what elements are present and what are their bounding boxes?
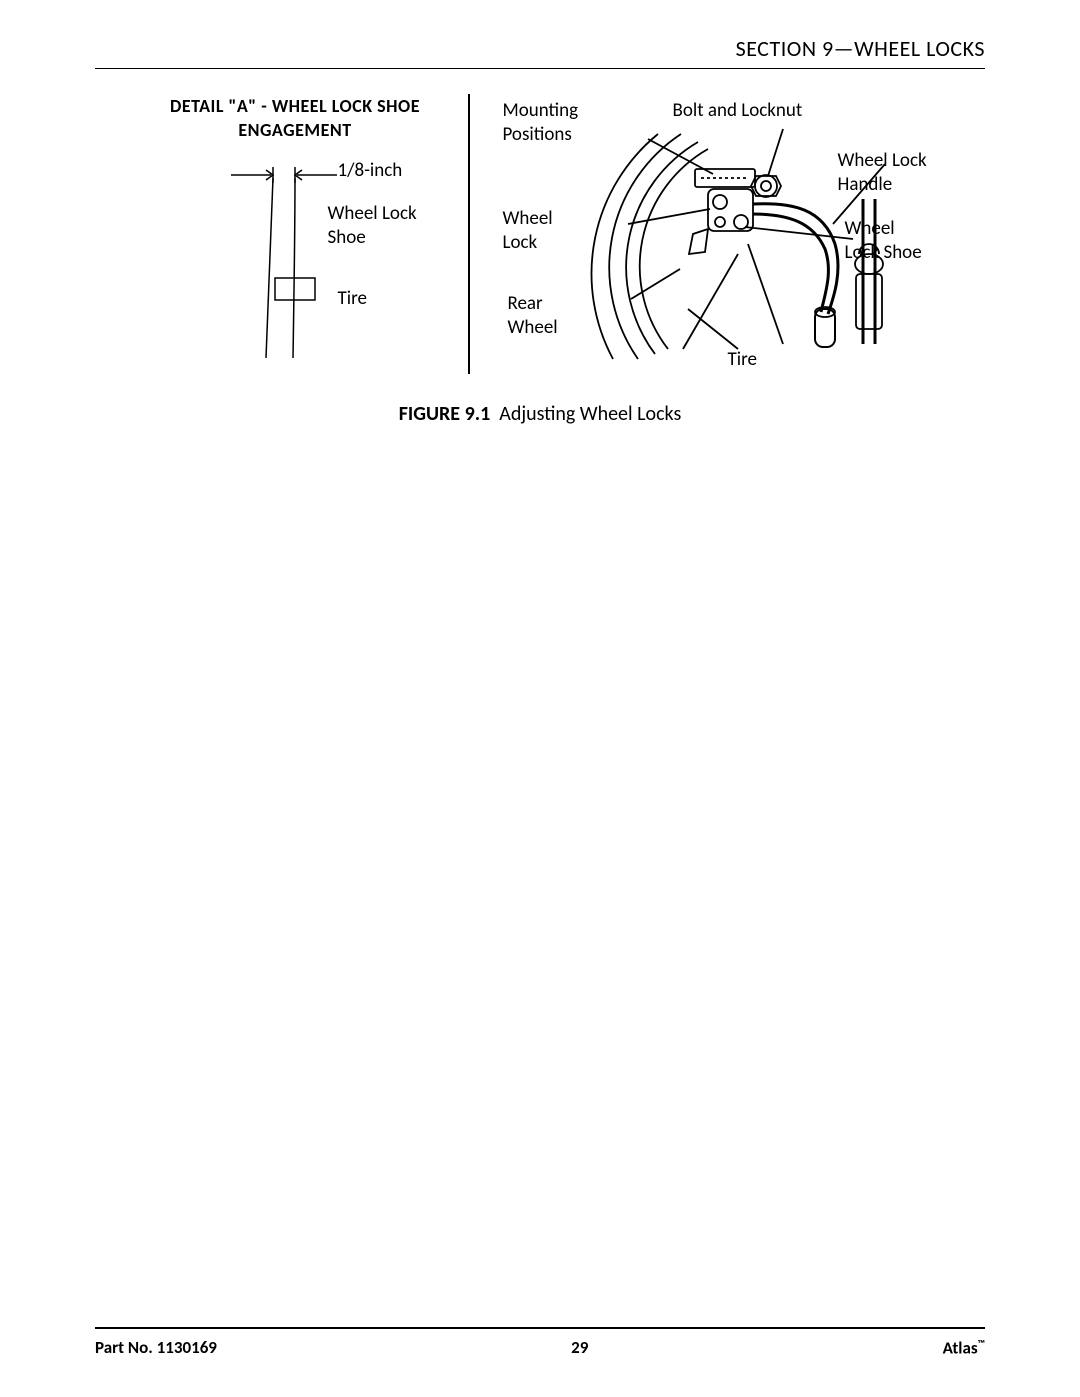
footer-part-no: Part No. 1130169	[95, 1337, 217, 1359]
figure-number: FIGURE 9.1	[399, 402, 490, 426]
figure-caption-text: Adjusting Wheel Locks	[499, 402, 681, 426]
label-tire: Tire	[338, 287, 367, 311]
label-mounting-l1: Mounting	[503, 99, 579, 122]
detail-diagram	[123, 143, 468, 373]
label-lock-l2: Lock	[503, 231, 538, 254]
label-rear-l1: Rear	[508, 292, 543, 315]
footer-tm: ™	[978, 1337, 985, 1350]
page-footer: Part No. 1130169 29 Atlas™	[95, 1327, 985, 1359]
main-panel: Mounting Positions Bolt and Locknut Whee…	[483, 94, 958, 374]
detail-title-line2: ENGAGEMENT	[238, 119, 351, 141]
label-shoe-l1: Wheel Lock	[328, 202, 417, 225]
header-rule	[95, 68, 985, 69]
footer-page-number: 29	[571, 1337, 588, 1359]
label-tire2: Tire	[728, 348, 757, 372]
panel-divider	[468, 94, 470, 374]
footer-rule	[95, 1327, 985, 1329]
label-gap: 1/8-inch	[338, 159, 403, 183]
label-shoe-l2: Shoe	[328, 226, 366, 249]
footer-brand-name: Atlas	[943, 1338, 978, 1359]
footer-brand: Atlas™	[943, 1337, 985, 1359]
detail-panel: DETAIL "A" - WHEEL LOCK SHOE ENGAGEMENT	[123, 94, 468, 374]
section-title: SECTION 9—WHEEL LOCKS	[95, 35, 985, 62]
label-handle-l1: Wheel Lock	[838, 149, 927, 172]
label-bolt: Bolt and Locknut	[673, 99, 803, 123]
figure-area: DETAIL "A" - WHEEL LOCK SHOE ENGAGEMENT	[123, 94, 958, 394]
detail-title-line1: DETAIL "A" - WHEEL LOCK SHOE	[170, 95, 420, 117]
page-content: SECTION 9—WHEEL LOCKS DETAIL "A" - WHEEL…	[95, 35, 985, 1355]
label-lock-l1: Wheel	[503, 207, 553, 230]
label-rear-l2: Wheel	[508, 316, 558, 339]
label-mounting-l2: Positions	[503, 123, 572, 146]
figure-caption: FIGURE 9.1 Adjusting Wheel Locks	[95, 402, 985, 426]
label-shoe2-l1: Wheel	[845, 217, 895, 240]
detail-title: DETAIL "A" - WHEEL LOCK SHOE ENGAGEMENT	[123, 94, 468, 143]
label-handle-l2: Handle	[838, 173, 893, 196]
label-shoe2-l2: Lock Shoe	[845, 241, 922, 264]
